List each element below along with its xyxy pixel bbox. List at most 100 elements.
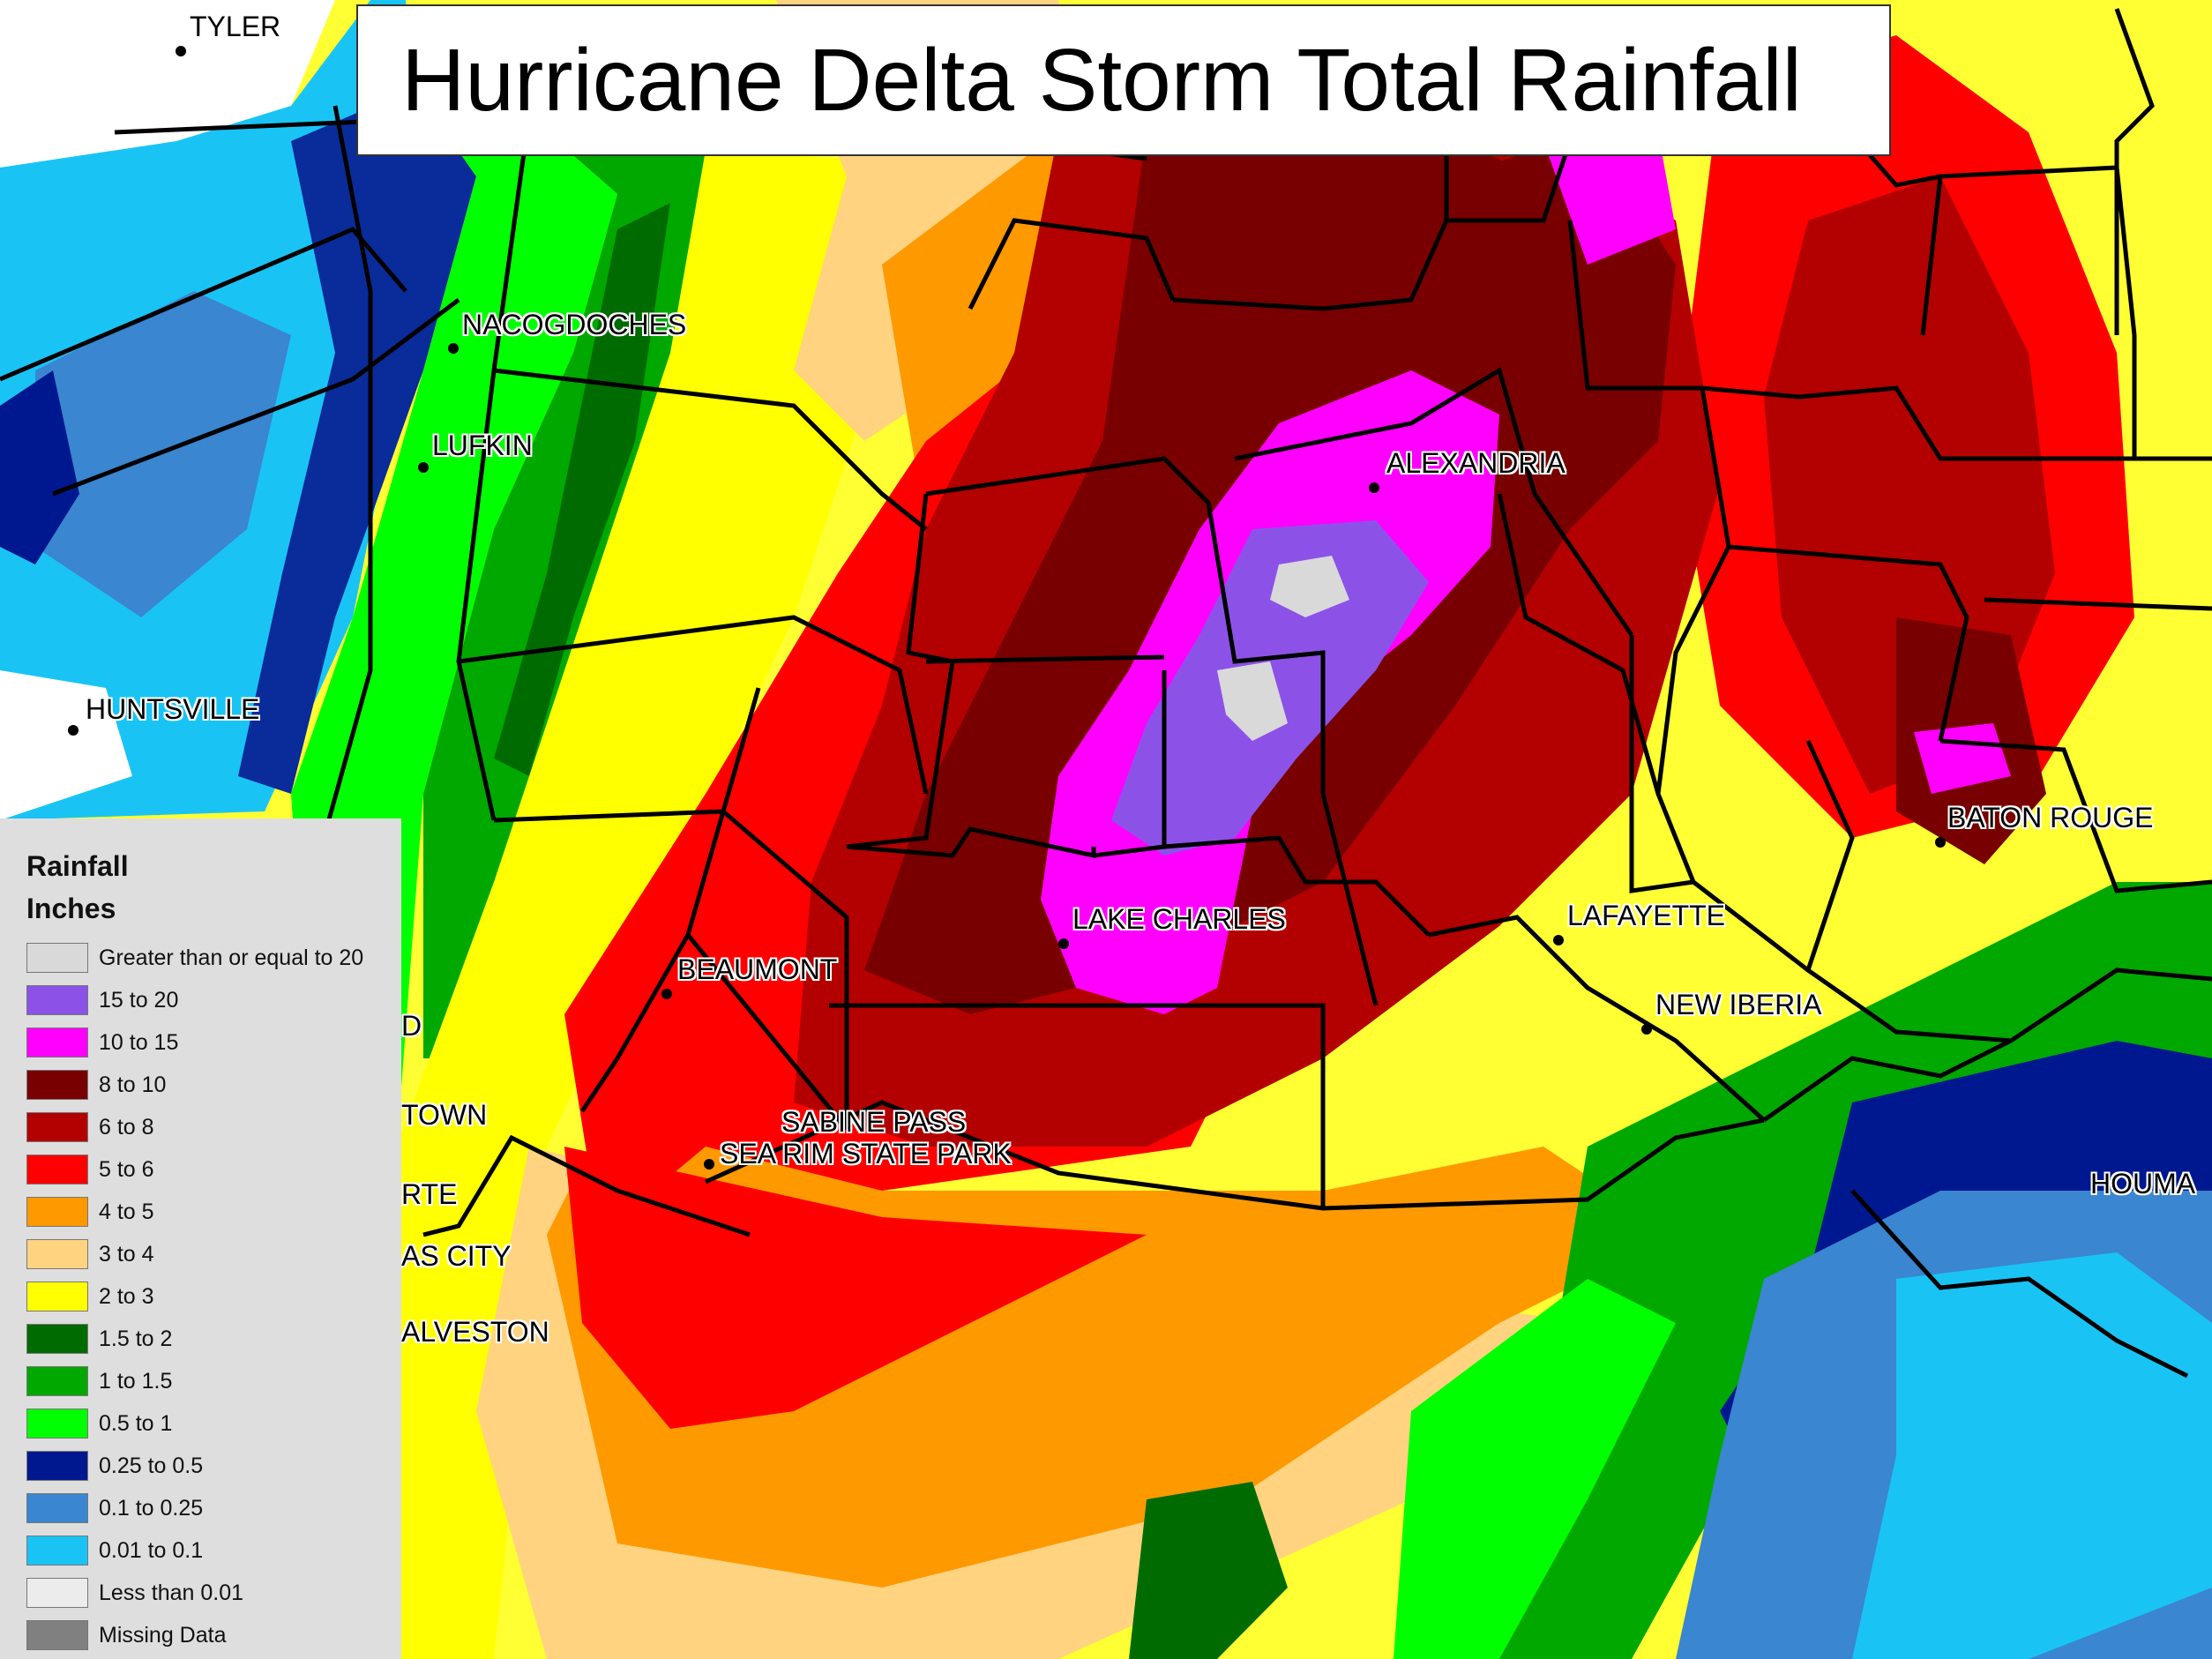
- legend-swatch: [26, 1409, 88, 1439]
- boundary-line: [1692, 880, 1810, 972]
- boundary-line: [704, 1100, 1765, 1211]
- legend-swatch: [26, 1493, 88, 1523]
- boundary-line: [0, 226, 407, 382]
- city-label: BEAUMONT: [677, 953, 838, 985]
- boundary-line: [1850, 1189, 2189, 1379]
- legend-label: 8 to 10: [99, 1072, 167, 1097]
- legend-rows: Greater than or equal to 20 15 to 20 10 …: [26, 937, 401, 1656]
- zone-dark-green: [494, 203, 670, 776]
- legend-swatch: [26, 985, 88, 1015]
- boundary-line: [1728, 544, 1969, 742]
- city-label: D: [401, 1010, 422, 1042]
- legend-row: Missing Data: [26, 1614, 401, 1656]
- city-label: TOWN: [401, 1099, 488, 1131]
- legend-row: 1.5 to 2: [26, 1318, 401, 1360]
- legend-swatch: [26, 1112, 88, 1142]
- legend-label: 1.5 to 2: [99, 1326, 173, 1351]
- boundary-line: [493, 368, 928, 531]
- city-label: HOUMA: [2090, 1168, 2196, 1199]
- legend-row: 6 to 8: [26, 1106, 401, 1148]
- boundary-line: [1762, 1038, 2013, 1123]
- city-label: LAFAYETTE: [1567, 900, 1726, 931]
- boundary-line: [324, 105, 373, 830]
- boundary-line: [422, 1134, 751, 1237]
- legend-label: 0.25 to 0.5: [99, 1453, 204, 1478]
- boundary-line: [1320, 793, 1379, 1006]
- boundary-line: [458, 615, 929, 795]
- legend-swatch: [26, 1620, 88, 1650]
- legend-label: 0.01 to 0.1: [99, 1537, 204, 1563]
- legend-row: 0.5 to 1: [26, 1402, 401, 1445]
- legend-swatch: [26, 1366, 88, 1396]
- legend-row: Less than 0.01: [26, 1572, 401, 1614]
- zone-dark-blue-west: [238, 88, 476, 794]
- legend-title: Rainfall: [26, 850, 129, 882]
- legend-swatch: [26, 1536, 88, 1566]
- zone-medium-blue-west: [35, 291, 291, 617]
- zone-light-blue-east: [1852, 1252, 2212, 1659]
- city-label: RTE: [401, 1178, 458, 1210]
- boundary-line: [1234, 367, 1634, 637]
- legend-swatch: [26, 1324, 88, 1354]
- legend-swatch: [26, 1451, 88, 1481]
- city-label: LAKE CHARLES: [1072, 903, 1286, 935]
- legend-label: Missing Data: [99, 1622, 227, 1648]
- zone-white-northwest: [0, 0, 335, 168]
- city-label: SABINE PASS: [781, 1106, 967, 1138]
- legend-row: 0.1 to 0.25: [26, 1487, 401, 1529]
- legend-subtitle: Inches: [26, 893, 116, 924]
- legend-label: 0.5 to 1: [99, 1410, 173, 1436]
- boundary-line: [1629, 635, 1694, 893]
- legend-label: 0.1 to 0.25: [99, 1495, 204, 1521]
- city-dot: [661, 989, 672, 999]
- boundary-line: [52, 298, 460, 497]
- legend-label: 15 to 20: [99, 987, 179, 1013]
- legend-label: Less than 0.01: [99, 1580, 244, 1605]
- boundary-line: [1567, 220, 1800, 400]
- legend-swatch: [26, 1155, 88, 1184]
- city-dot: [418, 462, 429, 473]
- city-dot: [1935, 837, 1946, 848]
- legend-label: 10 to 15: [99, 1029, 179, 1055]
- zone-green-southwest: [1129, 1482, 1288, 1659]
- legend-label: Greater than or equal to 20: [99, 945, 364, 970]
- legend-swatch: [26, 1070, 88, 1100]
- city-label: ALVESTON: [401, 1316, 549, 1348]
- city-dot: [1553, 935, 1564, 945]
- legend-panel: Rainfall Inches Greater than or equal to…: [0, 818, 401, 1659]
- legend-swatch: [26, 943, 88, 973]
- city-dot: [176, 46, 186, 56]
- title-box: Hurricane Delta Storm Total Rainfall: [356, 4, 1891, 156]
- legend-label: 3 to 4: [99, 1241, 154, 1267]
- zone-red-south: [564, 1147, 1147, 1429]
- boundary-line: [1920, 165, 2137, 336]
- city-label: AS CITY: [401, 1240, 512, 1272]
- legend-row: Greater than or equal to 20: [26, 937, 401, 979]
- boundary-line: [968, 218, 1176, 310]
- boundary-line: [1655, 387, 1731, 883]
- city-label: LUFKIN: [432, 430, 533, 461]
- city-label: ALEXANDRIA: [1386, 447, 1566, 479]
- legend-row: 10 to 15: [26, 1021, 401, 1064]
- boundary-line: [1497, 493, 1661, 795]
- legend-label: 1 to 1.5: [99, 1368, 173, 1394]
- legend-label: 4 to 5: [99, 1199, 154, 1224]
- zone-magenta-north: [1543, 132, 1676, 265]
- legend-swatch: [26, 1578, 88, 1608]
- legend-row: 5 to 6: [26, 1148, 401, 1191]
- legend-swatch: [26, 1197, 88, 1227]
- boundary-line: [925, 654, 1165, 664]
- boundary-line: [1805, 739, 2212, 1043]
- legend-row: 4 to 5: [26, 1191, 401, 1233]
- boundary-line: [579, 933, 691, 1113]
- legend-swatch: [26, 1282, 88, 1312]
- legend-row: 0.25 to 0.5: [26, 1445, 401, 1487]
- legend-row: 2 to 3: [26, 1275, 401, 1318]
- legend-row: 15 to 20: [26, 979, 401, 1021]
- city-dot: [1641, 1024, 1652, 1035]
- city-label: BATON ROUGE: [1947, 802, 2154, 833]
- city-dot: [448, 343, 459, 354]
- boundary-line: [1428, 915, 1766, 1122]
- boundary-line: [493, 809, 849, 1129]
